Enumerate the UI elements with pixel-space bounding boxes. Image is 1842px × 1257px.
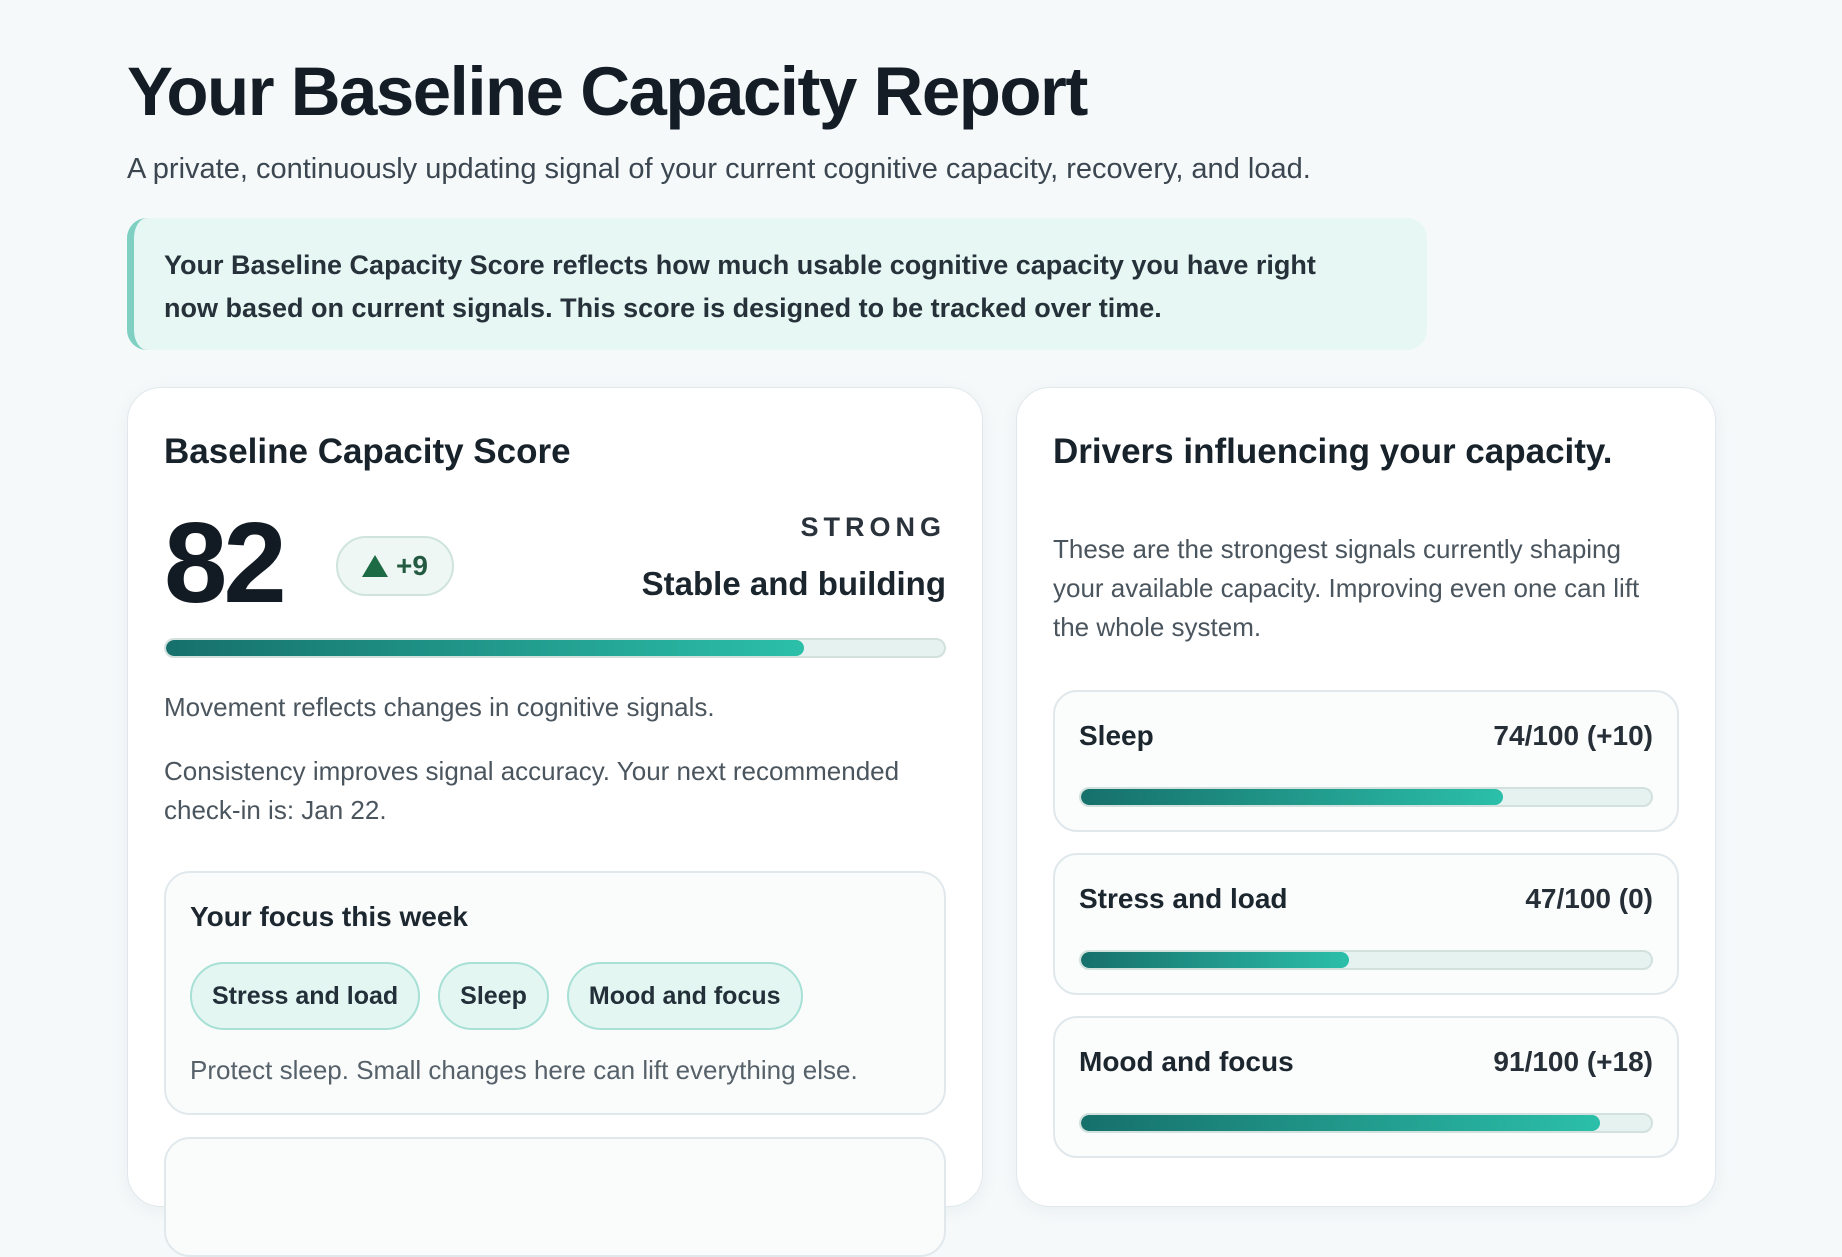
score-status-label: STRONG xyxy=(800,512,946,542)
driver-progress-fill xyxy=(1081,789,1503,805)
drivers-card-title: Drivers influencing your capacity. xyxy=(1053,432,1613,471)
consistency-note-line-1: Consistency improves signal accuracy. Yo… xyxy=(164,756,900,786)
driver-value: 47/100 (0) xyxy=(1525,883,1653,914)
driver-value: 74/100 (+10) xyxy=(1493,720,1653,751)
page-subtitle: A private, continuously updating signal … xyxy=(127,153,1311,185)
score-explanation-callout: Your Baseline Capacity Score reflects ho… xyxy=(127,218,1427,350)
drivers-desc-line-3: the whole system. xyxy=(1053,612,1262,642)
score-delta-badge: +9 xyxy=(336,536,454,596)
driver-item-sleep[interactable]: Sleep 74/100 (+10) xyxy=(1053,690,1679,832)
focus-chip-sleep[interactable]: Sleep xyxy=(438,962,549,1030)
consistency-note-line-2: check-in is: Jan 22. xyxy=(164,795,387,825)
weekly-focus-panel: Your focus this week Stress and load Sle… xyxy=(164,871,946,1115)
driver-item-stress[interactable]: Stress and load 47/100 (0) xyxy=(1053,853,1679,995)
score-status-description: Stable and building xyxy=(641,565,946,602)
driver-name: Mood and focus xyxy=(1079,1046,1294,1077)
up-triangle-icon xyxy=(362,555,389,577)
drivers-desc-line-1: These are the strongest signals currentl… xyxy=(1053,534,1621,564)
score-delta-value: +9 xyxy=(396,550,428,581)
callout-line-1: Your Baseline Capacity Score reflects ho… xyxy=(164,250,1316,280)
driver-progress-bar xyxy=(1079,950,1653,970)
focus-chip-group: Stress and load Sleep Mood and focus xyxy=(190,962,803,1030)
driver-value: 91/100 (+18) xyxy=(1493,1046,1653,1077)
score-card-title: Baseline Capacity Score xyxy=(164,432,571,471)
weekly-focus-title: Your focus this week xyxy=(190,901,468,932)
driver-progress-bar xyxy=(1079,1113,1653,1133)
driver-progress-fill xyxy=(1081,1115,1600,1131)
baseline-score-card: Baseline Capacity Score 82 +9 STRONG Sta… xyxy=(127,387,983,1257)
driver-name: Sleep xyxy=(1079,720,1154,751)
driver-name: Stress and load xyxy=(1079,883,1288,914)
driver-progress-fill xyxy=(1081,952,1349,968)
driver-item-mood[interactable]: Mood and focus 91/100 (+18) xyxy=(1053,1016,1679,1158)
weekly-focus-tip: Protect sleep. Small changes here can li… xyxy=(190,1055,858,1085)
driver-progress-bar xyxy=(1079,787,1653,807)
score-value: 82 xyxy=(164,500,287,627)
page-title: Your Baseline Capacity Report xyxy=(127,53,1088,130)
next-panel xyxy=(164,1137,946,1257)
focus-chip-stress[interactable]: Stress and load xyxy=(190,962,421,1030)
score-progress-bar xyxy=(164,638,946,658)
drivers-card: Drivers influencing your capacity. These… xyxy=(1016,387,1716,1207)
focus-chip-mood[interactable]: Mood and focus xyxy=(566,962,803,1030)
movement-note: Movement reflects changes in cognitive s… xyxy=(164,692,715,722)
score-progress-fill xyxy=(166,640,804,656)
callout-line-2: now based on current signals. This score… xyxy=(164,293,1162,323)
drivers-desc-line-2: your available capacity. Improving even … xyxy=(1053,573,1640,603)
